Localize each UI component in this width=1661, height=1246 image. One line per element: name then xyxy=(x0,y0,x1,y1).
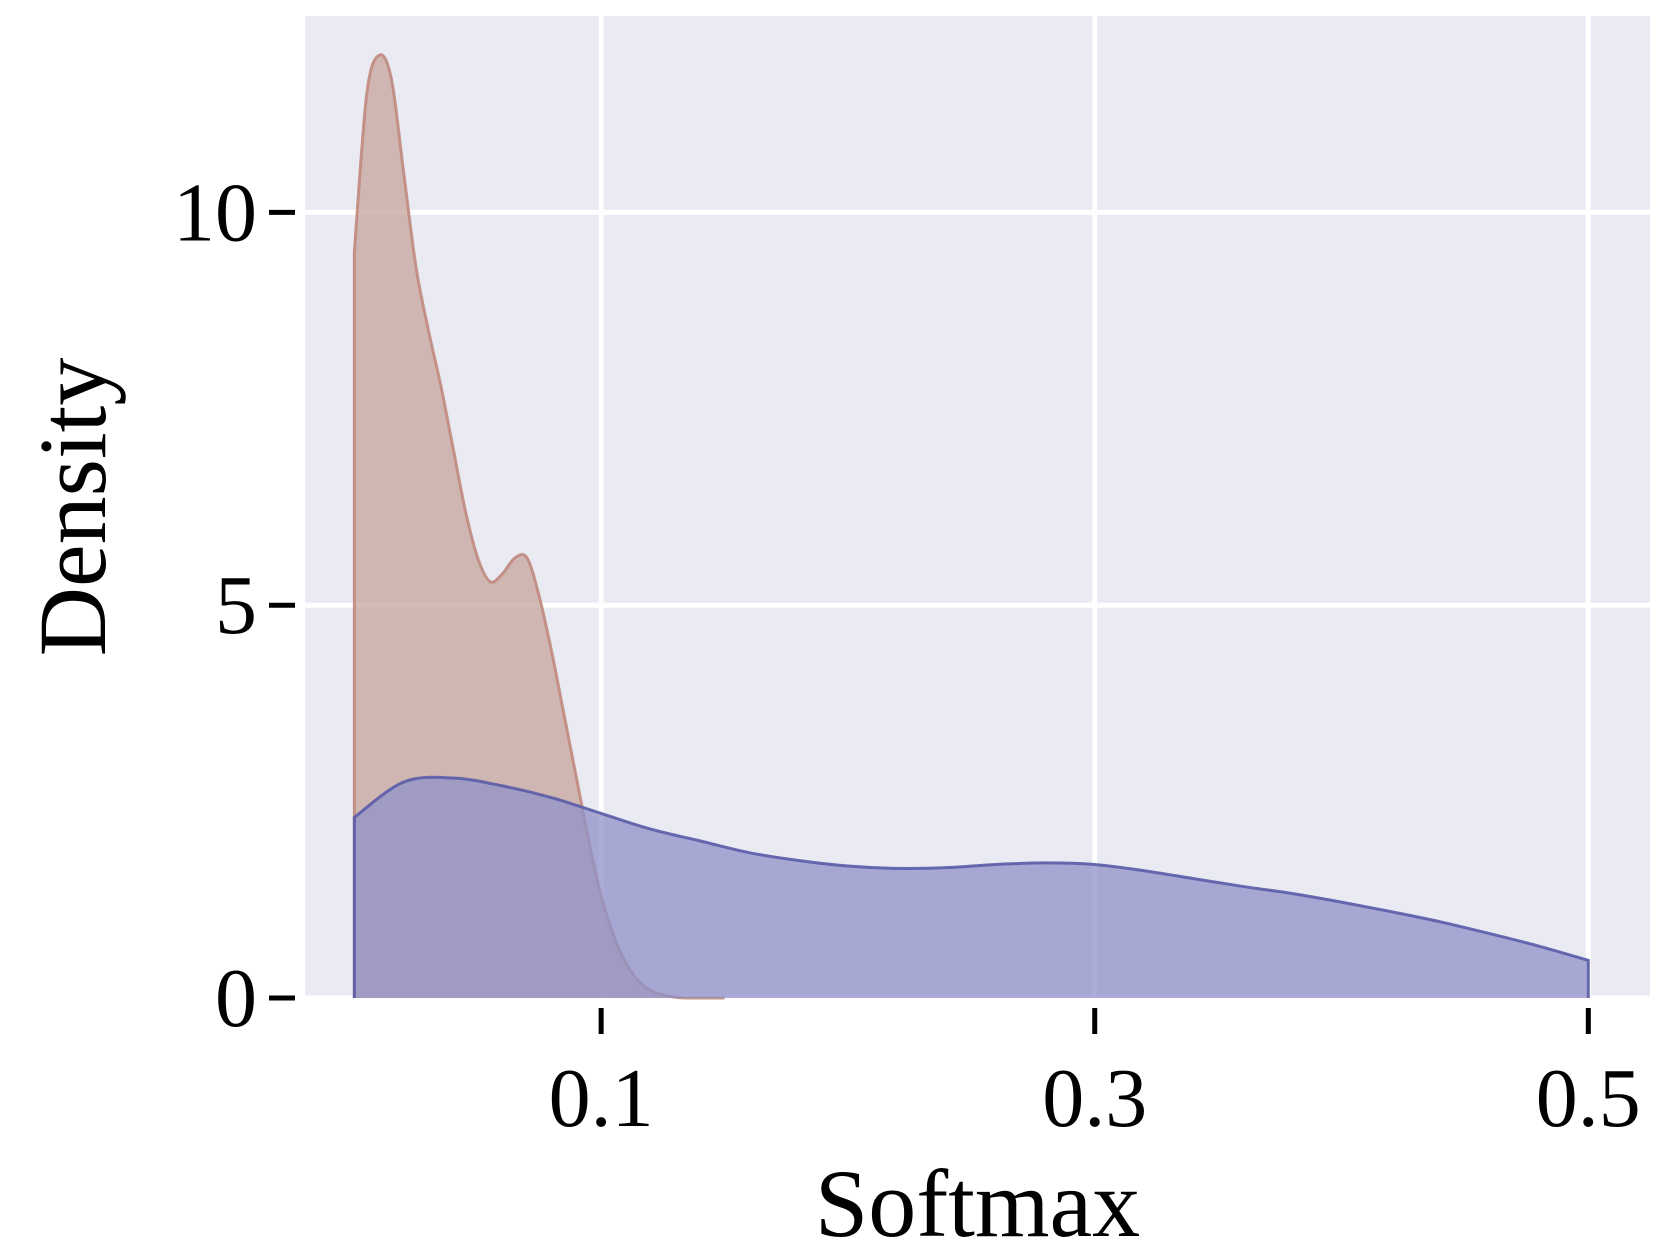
y-tick-label: 0 xyxy=(215,952,257,1045)
y-axis-label: Density xyxy=(19,358,126,657)
x-axis-label: Softmax xyxy=(815,1150,1140,1246)
density-curve-1 xyxy=(352,775,1590,998)
x-tick-label: 0.3 xyxy=(1042,1052,1147,1145)
y-tick-label: 5 xyxy=(215,559,257,652)
density-areas xyxy=(352,53,1590,1000)
y-tick-label: 10 xyxy=(173,166,257,259)
axes: 0 5 10 0.1 0.3 0.5 xyxy=(173,166,1641,1145)
density-area-0 xyxy=(354,54,725,999)
x-tick-label: 0.1 xyxy=(549,1052,654,1145)
x-tick-label: 0.5 xyxy=(1536,1052,1641,1145)
